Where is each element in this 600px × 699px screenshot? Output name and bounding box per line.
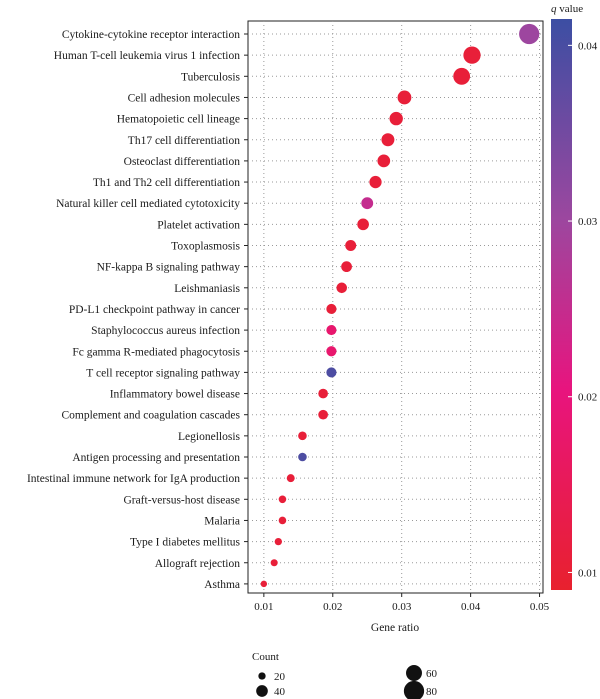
data-point xyxy=(260,580,268,588)
term-label: Intestinal immune network for IgA produc… xyxy=(27,473,240,485)
size-legend-title: Count xyxy=(252,651,279,663)
term-label: Cytokine-cytokine receptor interaction xyxy=(62,29,240,41)
size-legend-label: 20 xyxy=(274,671,286,683)
x-tick-label: 0.04 xyxy=(461,601,481,613)
size-legend-label: 80 xyxy=(426,686,438,698)
data-point xyxy=(341,261,352,273)
term-label: Leishmaniasis xyxy=(174,283,240,295)
term-labels: Cytokine-cytokine receptor interaction Hu… xyxy=(27,29,248,591)
term-label: T cell receptor signaling pathway xyxy=(86,367,240,379)
data-point xyxy=(278,516,287,525)
term-label: Hematopoietic cell lineage xyxy=(117,114,240,126)
size-legend-circle xyxy=(406,665,422,681)
term-label: Graft-versus-host disease xyxy=(123,494,240,506)
size-legend-circle xyxy=(258,672,266,680)
x-tick-label: 0.02 xyxy=(323,601,342,613)
data-point xyxy=(298,452,307,462)
data-point xyxy=(345,240,357,251)
term-label: Natural killer cell mediated cytotoxicit… xyxy=(56,198,240,210)
size-legend-circle xyxy=(403,680,425,699)
grid-lines xyxy=(248,21,543,593)
term-label: Th17 cell differentiation xyxy=(128,135,240,147)
data-point xyxy=(286,474,295,483)
term-label: Allograft rejection xyxy=(155,558,241,570)
term-label: PD-L1 checkpoint pathway in cancer xyxy=(69,304,240,316)
x-axis: 0.01 0.02 0.03 0.04 0.05 xyxy=(254,593,550,613)
color-legend: q value 0.01 0.02 0.03 0.04 xyxy=(551,3,598,590)
color-legend-title-rest: value xyxy=(557,3,584,15)
x-tick-label: 0.01 xyxy=(254,601,273,613)
term-label: Cell adhesion molecules xyxy=(128,92,241,104)
data-point xyxy=(326,325,337,336)
data-point xyxy=(326,346,337,357)
data-point xyxy=(298,431,307,441)
data-point xyxy=(381,133,395,147)
data-point xyxy=(463,46,481,64)
size-legend: Count 20 40 60 80 xyxy=(252,651,438,699)
term-label: Th1 and Th2 cell differentiation xyxy=(93,177,240,189)
color-legend-title-q: q xyxy=(551,3,557,15)
term-label: Platelet activation xyxy=(157,219,240,231)
color-legend-tick-label: 0.04 xyxy=(578,40,598,52)
data-point xyxy=(318,409,328,420)
data-point xyxy=(336,282,348,294)
color-legend-title: q value xyxy=(551,3,583,15)
color-gradient-bar xyxy=(551,19,572,590)
term-label: Fc gamma R-mediated phagocytosis xyxy=(72,346,240,358)
x-axis-label: Gene ratio xyxy=(371,622,419,634)
data-points xyxy=(260,23,540,588)
term-label: Human T-cell leukemia virus 1 infection xyxy=(54,50,240,62)
data-point xyxy=(377,154,391,168)
data-point xyxy=(318,388,328,399)
color-legend-tick-label: 0.01 xyxy=(578,567,597,579)
data-point xyxy=(453,67,471,85)
data-point xyxy=(326,367,337,378)
data-point xyxy=(369,175,382,189)
data-point xyxy=(389,111,403,126)
data-point xyxy=(357,218,369,231)
term-label: Antigen processing and presentation xyxy=(72,452,240,464)
data-point xyxy=(361,197,374,210)
term-label: Malaria xyxy=(204,515,240,527)
color-legend-tick-label: 0.02 xyxy=(578,392,597,404)
term-label: Staphylococcus aureus infection xyxy=(91,325,240,337)
term-label: Asthma xyxy=(204,579,240,591)
color-legend-tick-label: 0.03 xyxy=(578,216,598,228)
data-point xyxy=(326,303,337,315)
data-point xyxy=(519,23,540,45)
term-label: Tuberculosis xyxy=(181,71,241,83)
term-label: Inflammatory bowel disease xyxy=(110,389,240,401)
data-point xyxy=(270,559,278,567)
size-legend-label: 40 xyxy=(274,686,286,698)
term-label: NF-kappa B signaling pathway xyxy=(97,262,241,274)
data-point xyxy=(278,495,287,504)
term-label: Toxoplasmosis xyxy=(171,241,240,253)
data-point xyxy=(397,90,412,105)
term-label: Complement and coagulation cascades xyxy=(61,410,240,422)
term-label: Legionellosis xyxy=(178,431,240,443)
data-point xyxy=(274,537,282,546)
x-tick-label: 0.03 xyxy=(392,601,412,613)
x-tick-label: 0.05 xyxy=(530,601,550,613)
term-label: Osteoclast differentiation xyxy=(124,156,241,168)
term-label: Type I diabetes mellitus xyxy=(130,537,241,549)
plot-frame xyxy=(247,20,544,594)
size-legend-label: 60 xyxy=(426,668,438,680)
size-legend-circle xyxy=(256,685,268,697)
